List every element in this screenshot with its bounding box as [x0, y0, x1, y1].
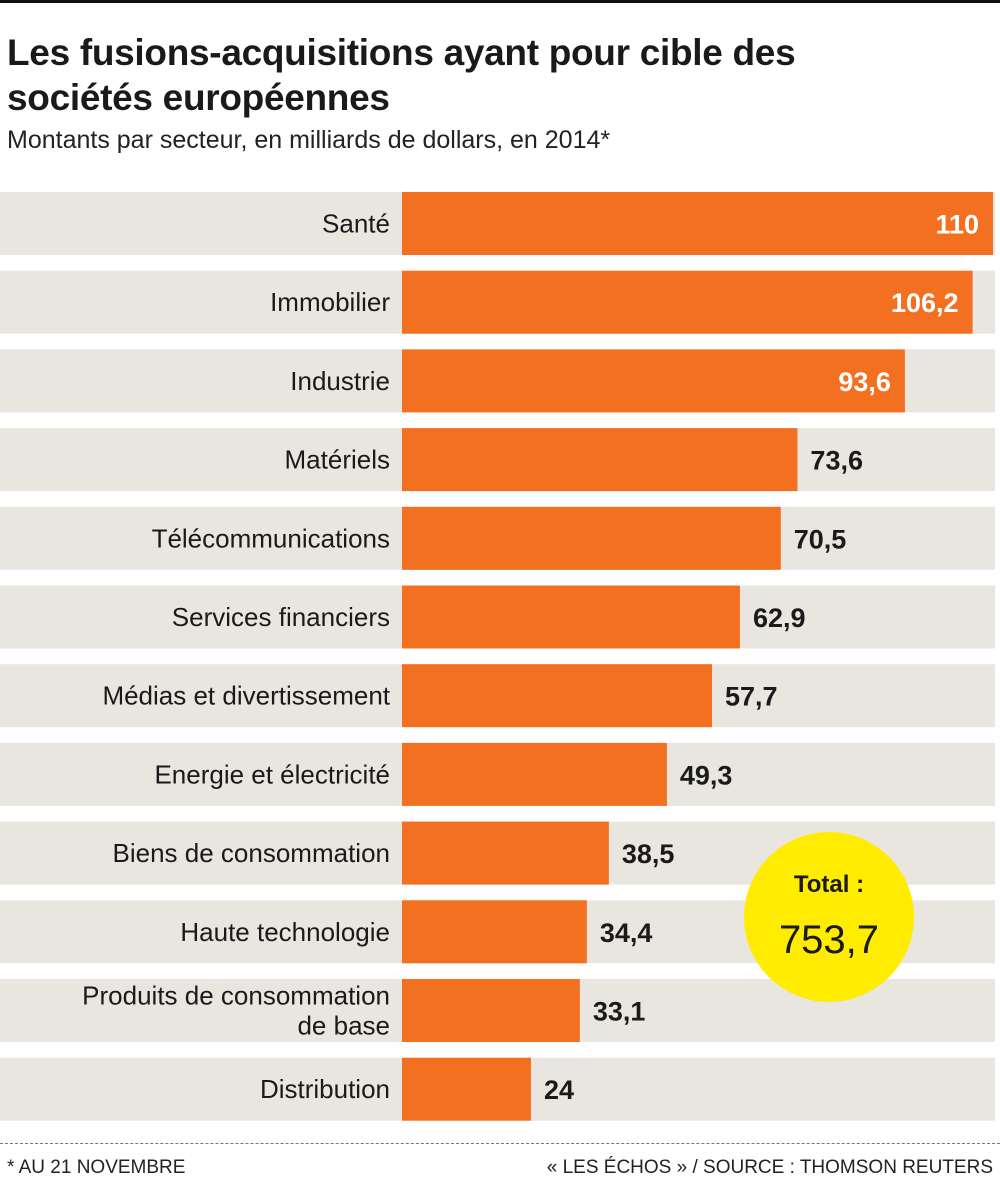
bar — [402, 585, 740, 649]
category-label: Santé — [322, 209, 390, 239]
bar — [402, 270, 973, 334]
bar — [402, 664, 713, 728]
data-label: 62,9 — [753, 603, 806, 633]
bar — [402, 349, 905, 413]
data-label: 110 — [935, 210, 979, 240]
data-label: 106,2 — [891, 288, 959, 318]
category-label: Biens de consommation — [113, 838, 390, 868]
category-label: de base — [297, 1011, 390, 1041]
category-label: Produits de consommation — [82, 981, 390, 1011]
category-label: Distribution — [260, 1074, 390, 1104]
total-value: 753,7 — [779, 918, 879, 962]
data-label: 34,4 — [600, 918, 653, 948]
chart-title: Les fusions-acquisitions ayant pour cibl… — [7, 32, 796, 118]
category-label: Matériels — [285, 445, 390, 475]
category-label: Immobilier — [270, 287, 390, 317]
bar — [402, 192, 993, 255]
chart-subtitle: Montants par secteur, en milliards de do… — [7, 126, 611, 154]
footnote: * AU 21 NOVEMBRE — [7, 1157, 186, 1178]
category-label: Médias et divertissement — [102, 681, 390, 711]
data-label: 38,5 — [622, 839, 675, 869]
bar — [402, 821, 609, 885]
bar — [402, 742, 667, 806]
data-label: 73,6 — [810, 446, 863, 476]
category-label: Haute technologie — [180, 917, 390, 947]
category-label: Industrie — [290, 366, 390, 396]
bar — [402, 428, 798, 492]
bar — [402, 900, 587, 964]
data-label: 49,3 — [680, 760, 733, 790]
bar — [402, 979, 580, 1042]
data-label: 93,6 — [838, 367, 891, 397]
data-label: 33,1 — [593, 997, 646, 1027]
total-label: Total : — [794, 871, 864, 898]
bar — [402, 506, 781, 570]
source-credit: « LES ÉCHOS » / SOURCE : THOMSON REUTERS — [546, 1157, 993, 1178]
bar — [402, 1057, 531, 1121]
category-label: Services financiers — [172, 602, 390, 632]
data-label: 57,7 — [725, 682, 778, 712]
category-label: Energie et électricité — [154, 759, 390, 789]
category-label: Télécommunications — [152, 523, 390, 553]
data-label: 24 — [544, 1075, 574, 1105]
data-label: 70,5 — [794, 524, 847, 554]
total-badge — [744, 832, 914, 1002]
footer-divider — [0, 1143, 1000, 1144]
top-rule — [0, 0, 1000, 3]
